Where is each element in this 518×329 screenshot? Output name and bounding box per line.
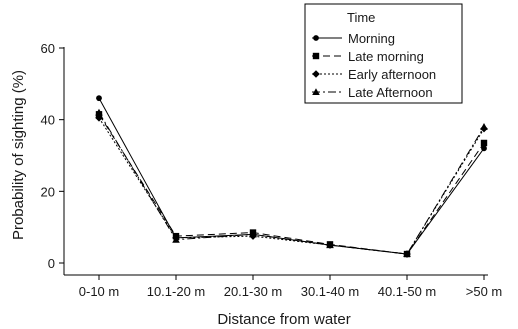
series-late-morning: [95, 111, 488, 258]
x-tick-label: 10.1-20 m: [147, 284, 206, 299]
legend-item-early-afternoon: Early afternoon: [312, 67, 436, 82]
x-tick-label: >50 m: [466, 284, 503, 299]
data-point-late-afternoon: [480, 123, 488, 130]
data-point-late-afternoon: [172, 235, 180, 243]
axes: [59, 47, 488, 280]
data-point-late-afternoon: [403, 250, 411, 258]
x-tick-label: 30.1-40 m: [301, 284, 360, 299]
legend-title: Time: [347, 10, 375, 25]
series-morning: [96, 95, 487, 257]
legend-label: Late morning: [348, 49, 424, 64]
data-point-morning: [481, 145, 487, 152]
series-line-late-morning: [98, 114, 485, 255]
data-point-late-morning: [480, 139, 488, 147]
legend-item-late-morning: Late morning: [312, 49, 424, 64]
legend-label: Morning: [348, 31, 395, 46]
y-tick-label: 0: [48, 256, 55, 271]
x-tick-label: 0-10 m: [79, 284, 119, 299]
legend-label: Late Afternoon: [348, 85, 433, 100]
series-lines: [95, 95, 488, 258]
x-tick-label: 40.1-50 m: [378, 284, 437, 299]
tick-labels: 0 20 40 60 0-10 m 10.1-20 m 20.1-30 m 30.1-40 m…: [41, 41, 503, 299]
series-late-afternoon: [95, 108, 488, 258]
legend-item-late-afternoon: Late Afternoon: [312, 85, 433, 100]
legend-swatch-marker: [312, 88, 320, 95]
data-point-late-afternoon: [95, 108, 103, 116]
legend-box: [304, 3, 463, 104]
legend-swatch-marker: [313, 35, 319, 41]
series-line-early-afternoon: [98, 117, 485, 255]
series-line-morning: [98, 97, 485, 255]
legend: Time Morning Late morning Early afternoon L…: [304, 3, 463, 104]
y-tick-label: 20: [41, 184, 55, 199]
x-axis-title: Distance from water: [217, 311, 350, 328]
y-tick-label: 60: [41, 41, 55, 56]
data-point-late-afternoon: [249, 230, 257, 238]
data-point-late-afternoon: [326, 241, 334, 249]
series-early-afternoon: [95, 114, 488, 258]
legend-swatch-marker: [312, 70, 320, 78]
series-line-late-afternoon: [98, 112, 485, 255]
x-tick-label: 20.1-30 m: [224, 284, 283, 299]
legend-swatch-marker: [312, 52, 320, 60]
legend-item-morning: Morning: [312, 31, 395, 46]
y-tick-label: 40: [41, 113, 55, 128]
legend-label: Early afternoon: [348, 67, 436, 82]
y-axis-title: Probability of sighting (%): [10, 70, 27, 240]
data-point-morning: [96, 95, 102, 102]
